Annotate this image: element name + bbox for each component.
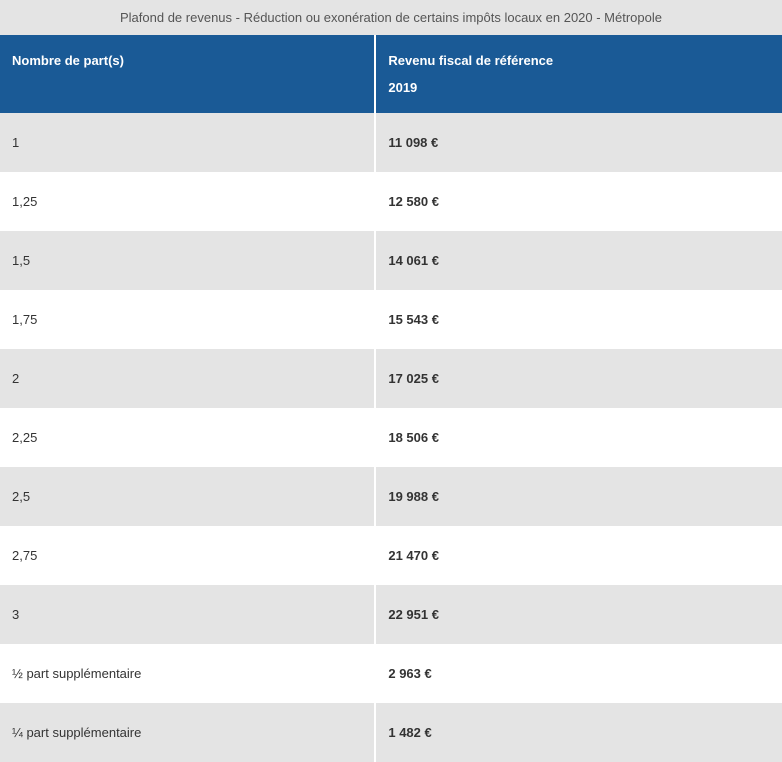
cell-value: 15 543 € <box>375 290 782 349</box>
table-caption: Plafond de revenus - Réduction ou exonér… <box>0 0 782 35</box>
cell-parts: ½ part supplémentaire <box>0 644 375 703</box>
cell-value: 18 506 € <box>375 408 782 467</box>
table-row: 1,5 14 061 € <box>0 231 782 290</box>
table-row: 1,25 12 580 € <box>0 172 782 231</box>
column-header-parts: Nombre de part(s) <box>0 35 375 113</box>
cell-parts: ¼ part supplémentaire <box>0 703 375 762</box>
cell-value: 11 098 € <box>375 113 782 172</box>
cell-parts: 1,25 <box>0 172 375 231</box>
cell-value: 21 470 € <box>375 526 782 585</box>
cell-value: 22 951 € <box>375 585 782 644</box>
column-header-parts-label: Nombre de part(s) <box>12 53 124 68</box>
table-row: 2,75 21 470 € <box>0 526 782 585</box>
cell-value: 17 025 € <box>375 349 782 408</box>
column-header-value-label: Revenu fiscal de référence <box>388 53 553 68</box>
cell-parts: 1,5 <box>0 231 375 290</box>
table-row: 1,75 15 543 € <box>0 290 782 349</box>
cell-value: 2 963 € <box>375 644 782 703</box>
income-ceiling-table: Nombre de part(s) Revenu fiscal de référ… <box>0 35 782 762</box>
table-row: 2,25 18 506 € <box>0 408 782 467</box>
cell-parts: 2 <box>0 349 375 408</box>
cell-value: 14 061 € <box>375 231 782 290</box>
cell-value: 12 580 € <box>375 172 782 231</box>
cell-parts: 1,75 <box>0 290 375 349</box>
table-body: 1 11 098 € 1,25 12 580 € 1,5 14 061 € 1,… <box>0 113 782 762</box>
cell-value: 19 988 € <box>375 467 782 526</box>
table-row: 1 11 098 € <box>0 113 782 172</box>
table-header-row: Nombre de part(s) Revenu fiscal de référ… <box>0 35 782 113</box>
table-row: 2,5 19 988 € <box>0 467 782 526</box>
table-row: ¼ part supplémentaire 1 482 € <box>0 703 782 762</box>
cell-parts: 2,25 <box>0 408 375 467</box>
cell-value: 1 482 € <box>375 703 782 762</box>
cell-parts: 2,75 <box>0 526 375 585</box>
column-header-value-year: 2019 <box>388 80 770 95</box>
column-header-value: Revenu fiscal de référence 2019 <box>375 35 782 113</box>
cell-parts: 2,5 <box>0 467 375 526</box>
cell-parts: 3 <box>0 585 375 644</box>
table-row: 2 17 025 € <box>0 349 782 408</box>
table-row: ½ part supplémentaire 2 963 € <box>0 644 782 703</box>
cell-parts: 1 <box>0 113 375 172</box>
table-row: 3 22 951 € <box>0 585 782 644</box>
